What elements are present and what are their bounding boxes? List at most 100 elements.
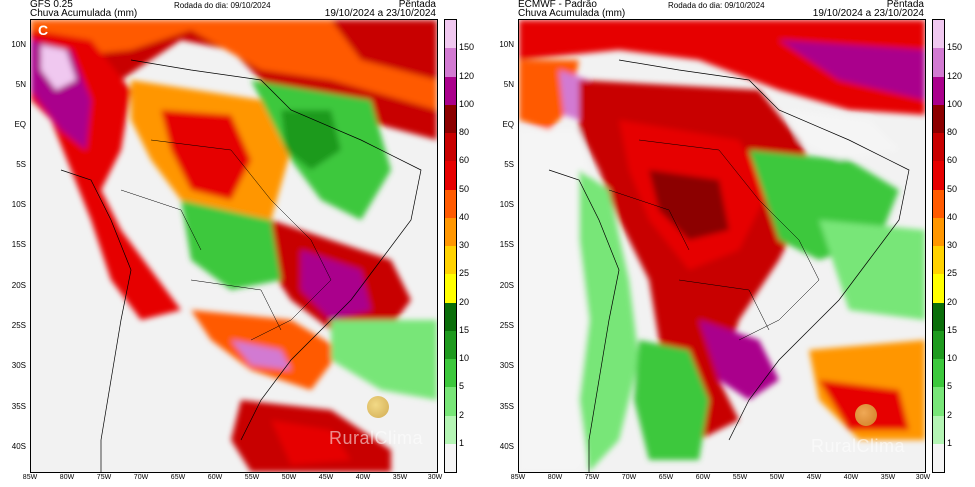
colorbar-segment (933, 443, 944, 472)
watermark: RuralClima (811, 436, 906, 456)
lat-label: 5N (503, 80, 514, 89)
colorbar-tick-label: 150 (947, 42, 963, 53)
colorbar-segment (933, 133, 944, 162)
lat-label: EQ (502, 120, 514, 129)
lon-label: 80W (547, 474, 563, 481)
colorbar-segment (933, 246, 944, 275)
lat-label: 35S (499, 402, 514, 411)
colorbar-tick-label: 40 (459, 211, 470, 222)
logo-icon (367, 396, 389, 418)
colorbar-segment (445, 189, 456, 218)
lon-label: 40W (843, 474, 859, 481)
colorbar-segment (445, 415, 456, 444)
lat-label: 35S (11, 402, 26, 411)
lon-label: 80W (59, 474, 75, 481)
colorbar-tick-label: 2 (459, 409, 465, 420)
colorbar (932, 19, 945, 473)
ecmwf-panel: ECMWF - Padrão Chuva Acumulada (mm) Roda… (488, 0, 975, 487)
colorbar-segment (445, 133, 456, 162)
precipitation-map: RuralClima (518, 19, 926, 473)
lat-label: 30S (499, 361, 514, 370)
colorbar-segment (933, 20, 944, 49)
colorbar (444, 19, 457, 473)
colorbar-segment (933, 330, 944, 359)
lat-label: EQ (14, 120, 26, 129)
lon-label: 65W (170, 474, 186, 481)
lat-label: 10N (499, 40, 514, 49)
colorbar-tick-label: 25 (459, 268, 470, 279)
lon-label: 45W (806, 474, 822, 481)
colorbar-tick-label: 1 (947, 437, 953, 448)
lat-label: 20S (499, 281, 514, 290)
colorbar-segment (933, 415, 944, 444)
lat-label: 25S (11, 321, 26, 330)
colorbar-tick-label: 100 (459, 98, 475, 109)
colorbar-segment (933, 359, 944, 388)
colorbar-tick-label: 2 (947, 409, 953, 420)
lon-label: 65W (658, 474, 674, 481)
lat-label: 15S (11, 240, 26, 249)
colorbar-tick-label: 5 (459, 381, 465, 392)
logo-icon (855, 404, 877, 426)
colorbar-segment (445, 330, 456, 359)
lon-label: 30W (915, 474, 931, 481)
lat-label: 10N (11, 40, 26, 49)
lon-label: 60W (695, 474, 711, 481)
colorbar-segment (445, 48, 456, 77)
colorbar-tick-label: 60 (947, 155, 958, 166)
lon-label: 85W (510, 474, 526, 481)
product-title: Chuva Acumulada (mm) (30, 8, 138, 19)
lat-label: 5N (15, 80, 26, 89)
gfs-panel: GFS 0.25 Chuva Acumulada (mm) Rodada do … (0, 0, 487, 487)
colorbar-tick-label: 60 (459, 155, 470, 166)
colorbar-tick-label: 20 (459, 296, 470, 307)
lat-label: 40S (11, 442, 26, 451)
colorbar-tick-label: 10 (459, 353, 470, 363)
period-type: Pêntada (886, 0, 924, 10)
colorbar-segment (445, 20, 456, 49)
colorbar-segment (445, 104, 456, 133)
colorbar-tick-label: 120 (947, 70, 963, 81)
lon-label: 60W (207, 474, 223, 481)
lon-label: 45W (318, 474, 334, 481)
colorbar-segment (445, 274, 456, 303)
lon-label: 55W (732, 474, 748, 481)
colorbar-segment (445, 443, 456, 472)
lon-label: 40W (355, 474, 371, 481)
lat-label: 10S (499, 200, 514, 209)
colorbar-segment (933, 48, 944, 77)
lon-label: 70W (133, 474, 149, 481)
lon-label: 70W (621, 474, 637, 481)
lat-label: 25S (499, 321, 514, 330)
rainfall-field (519, 20, 925, 472)
colorbar-tick-label: 15 (947, 324, 958, 335)
run-date: Rodada do dia: 09/10/2024 (668, 1, 765, 10)
lat-label: 5S (504, 160, 514, 169)
lat-label: 20S (11, 281, 26, 290)
colorbar-segment (445, 217, 456, 246)
colorbar-segment (445, 302, 456, 331)
colorbar-tick-label: 1 (459, 437, 465, 448)
colorbar-tick-label: 150 (459, 42, 475, 53)
lon-label: 75W (96, 474, 112, 481)
lon-label: 35W (880, 474, 896, 481)
colorbar-tick-label: 15 (459, 324, 470, 335)
lon-label: 35W (392, 474, 408, 481)
colorbar-tick-label: 50 (459, 183, 470, 194)
colorbar-segment (933, 161, 944, 190)
colorbar-tick-label: 40 (947, 211, 958, 222)
colorbar-tick-label: 10 (947, 353, 958, 363)
colorbar-tick-label: 25 (947, 268, 958, 279)
colorbar-segment (933, 217, 944, 246)
run-date: Rodada do dia: 09/10/2024 (174, 1, 271, 10)
period-range: 19/10/2024 a 23/10/2024 (324, 8, 436, 19)
period-type: Pêntada (398, 0, 436, 10)
precipitation-map: C RuralClima (30, 19, 438, 473)
colorbar-segment (933, 302, 944, 331)
lat-label: 30S (11, 361, 26, 370)
lon-label: 75W (584, 474, 600, 481)
lat-label: 15S (499, 240, 514, 249)
colorbar-tick-label: 80 (947, 127, 958, 137)
colorbar-segment (445, 246, 456, 275)
colorbar-tick-label: 5 (947, 381, 953, 392)
